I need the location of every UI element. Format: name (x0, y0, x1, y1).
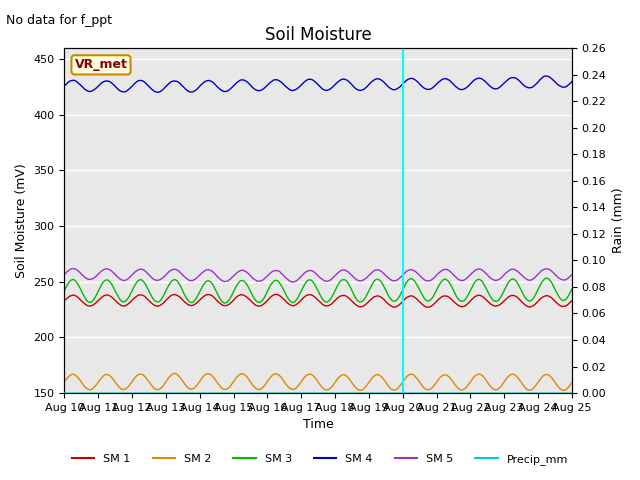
Title: Soil Moisture: Soil Moisture (265, 25, 371, 44)
Y-axis label: Soil Moisture (mV): Soil Moisture (mV) (15, 163, 28, 278)
Text: No data for f_ppt: No data for f_ppt (6, 14, 113, 27)
X-axis label: Time: Time (303, 419, 333, 432)
Text: VR_met: VR_met (74, 59, 127, 72)
Legend: SM 1, SM 2, SM 3, SM 4, SM 5, Precip_mm: SM 1, SM 2, SM 3, SM 4, SM 5, Precip_mm (68, 450, 572, 469)
Y-axis label: Rain (mm): Rain (mm) (612, 188, 625, 253)
